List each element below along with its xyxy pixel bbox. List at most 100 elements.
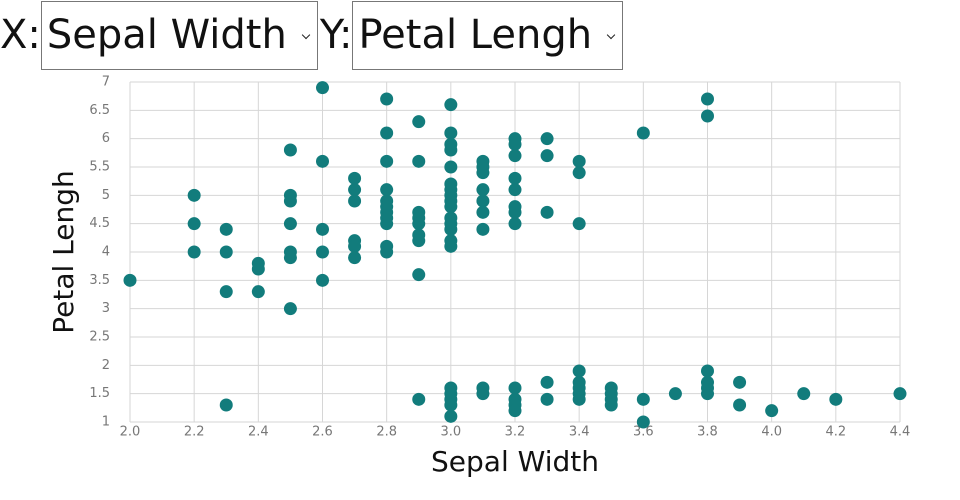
point (444, 126, 458, 140)
point (476, 183, 490, 197)
point (444, 160, 458, 174)
point (572, 217, 586, 231)
point (701, 387, 714, 401)
x-tick-label: 2.4 (248, 425, 269, 440)
point (380, 126, 394, 140)
point (540, 375, 554, 389)
x-tick-label: 2.8 (376, 425, 397, 440)
y-tick-label: 6.5 (89, 103, 110, 118)
point (701, 109, 714, 123)
x-control-label: X: (0, 12, 41, 58)
point (444, 409, 458, 423)
point (508, 381, 522, 395)
y-tick-label: 7 (102, 75, 110, 90)
point (283, 302, 297, 316)
point (444, 98, 458, 112)
point (380, 92, 394, 106)
point (219, 222, 233, 236)
point (572, 392, 586, 406)
point (283, 217, 297, 231)
point (251, 285, 265, 299)
point (412, 234, 426, 248)
y-tick-label: 1 (102, 415, 110, 430)
point (348, 183, 362, 197)
point (701, 364, 714, 378)
point (444, 239, 458, 253)
point (508, 149, 522, 163)
y-tick-label: 3.5 (89, 273, 110, 288)
point (380, 154, 394, 168)
point (508, 404, 522, 418)
y-tick-label: 5 (102, 188, 110, 203)
point (733, 375, 747, 389)
point (187, 245, 201, 259)
x-tick-label: 2.0 (120, 425, 141, 440)
point (476, 166, 490, 180)
x-tick-label: 3.6 (633, 425, 654, 440)
y-select[interactable]: Petal Lengh (352, 0, 624, 70)
controls: X: Sepal Width Y: Petal Lengh (0, 0, 624, 70)
point (540, 132, 554, 146)
point (187, 217, 201, 231)
point (348, 171, 362, 185)
point (412, 115, 426, 129)
point (412, 154, 426, 168)
point (572, 154, 586, 168)
point (476, 222, 490, 236)
y-tick-label: 2 (102, 358, 110, 373)
x-tick-label: 4.4 (890, 425, 911, 440)
y-tick-label: 3 (102, 301, 110, 316)
point (636, 392, 650, 406)
point (283, 143, 297, 157)
point (380, 245, 394, 259)
point (636, 126, 650, 140)
point (380, 183, 394, 197)
point (444, 200, 458, 214)
point (316, 222, 329, 236)
point (572, 364, 586, 378)
point (348, 251, 362, 265)
y-axis-label: Petal Lengh (47, 170, 80, 334)
x-select[interactable]: Sepal Width (40, 0, 318, 70)
point (316, 245, 329, 259)
point (572, 166, 586, 180)
point (476, 194, 490, 208)
point (444, 398, 458, 412)
x-axis-label: Sepal Width (431, 445, 599, 478)
point (604, 398, 618, 412)
point (797, 387, 811, 401)
point (444, 222, 458, 236)
point (508, 137, 522, 151)
point (380, 217, 394, 231)
point (476, 387, 490, 401)
point (668, 387, 682, 401)
point (219, 245, 233, 259)
point (540, 205, 554, 219)
y-tick-label: 4.5 (89, 216, 110, 231)
point (412, 268, 426, 282)
x-tick-label: 4.0 (761, 425, 782, 440)
point (508, 171, 522, 185)
point (508, 205, 522, 219)
point (829, 392, 843, 406)
point (540, 392, 554, 406)
point (187, 188, 201, 202)
point (412, 217, 426, 231)
y-tick-label: 2.5 (89, 330, 110, 345)
x-tick-label: 2.2 (184, 425, 205, 440)
point (316, 273, 329, 287)
y-tick-label: 1.5 (89, 386, 110, 401)
point (444, 143, 458, 157)
x-tick-label: 4.2 (825, 425, 846, 440)
point (283, 251, 297, 265)
point (316, 154, 329, 168)
point (765, 404, 779, 418)
point (540, 149, 554, 163)
point (348, 239, 362, 253)
point (412, 392, 426, 406)
point (219, 285, 233, 299)
point (316, 81, 329, 95)
point (508, 183, 522, 197)
